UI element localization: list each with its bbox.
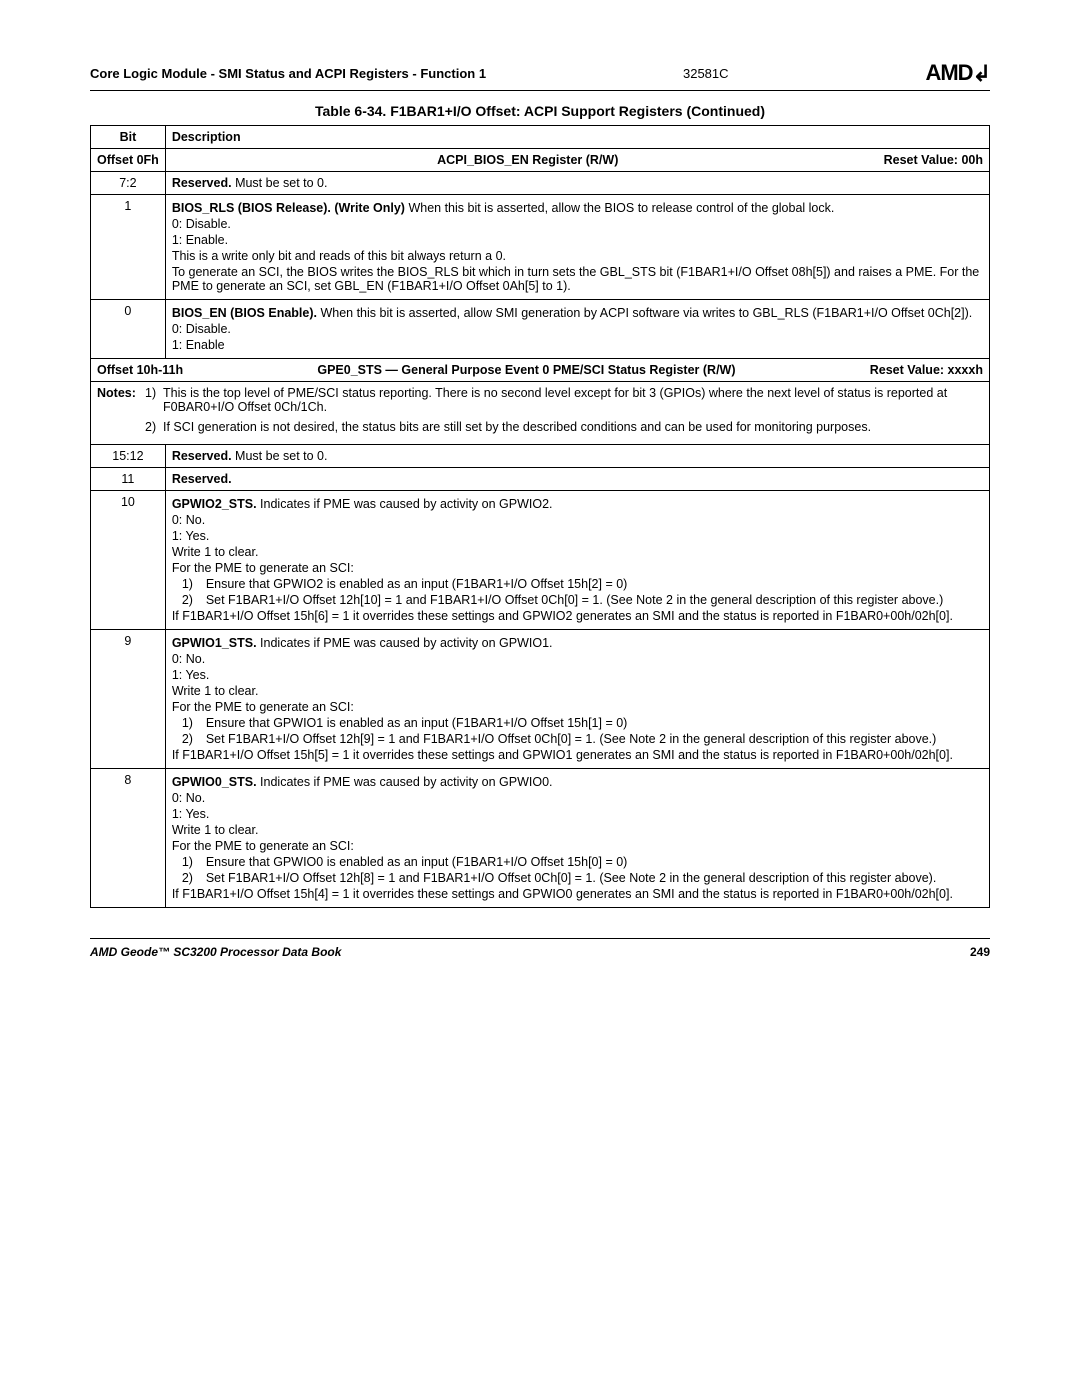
reg-name: ACPI_BIOS_EN Register (R/W) [437, 153, 618, 167]
table-row: 8 GPWIO0_STS. Indicates if PME was cause… [91, 769, 990, 908]
header-title: Core Logic Module - SMI Status and ACPI … [90, 66, 486, 81]
table-header-row: Bit Description [91, 126, 990, 149]
offset-label: Offset 10h-11h [97, 363, 183, 377]
table-row: 10 GPWIO2_STS. Indicates if PME was caus… [91, 491, 990, 630]
footer-title: AMD Geode™ SC3200 Processor Data Book [90, 945, 341, 959]
reg-name: GPE0_STS — General Purpose Event 0 PME/S… [317, 363, 735, 377]
page-number: 249 [970, 945, 990, 959]
table-caption: Table 6-34. F1BAR1+I/O Offset: ACPI Supp… [90, 103, 990, 119]
offset-10h-row: Offset 10h-11h GPE0_STS — General Purpos… [91, 359, 990, 382]
col-desc: Description [165, 126, 989, 149]
notes-row: Notes: 1)This is the top level of PME/SC… [91, 382, 990, 445]
register-table: Bit Description Offset 0Fh ACPI_BIOS_EN … [90, 125, 990, 908]
table-row: 7:2 Reserved. Must be set to 0. [91, 172, 990, 195]
col-bit: Bit [91, 126, 166, 149]
offset-0fh-row: Offset 0Fh ACPI_BIOS_EN Register (R/W) R… [91, 149, 990, 172]
table-row: 11 Reserved. [91, 468, 990, 491]
table-row: 15:12 Reserved. Must be set to 0. [91, 445, 990, 468]
header-doc-code: 32581C [683, 66, 729, 81]
page-header: Core Logic Module - SMI Status and ACPI … [90, 60, 990, 91]
table-row: 0 BIOS_EN (BIOS Enable). When this bit i… [91, 300, 990, 359]
amd-logo: AMD↲ [925, 60, 990, 86]
table-row: 9 GPWIO1_STS. Indicates if PME was cause… [91, 630, 990, 769]
table-row: 1 BIOS_RLS (BIOS Release). (Write Only) … [91, 195, 990, 300]
reset-value: Reset Value: 00h [884, 153, 983, 167]
reset-value: Reset Value: xxxxh [870, 363, 983, 377]
page-footer: AMD Geode™ SC3200 Processor Data Book 24… [90, 938, 990, 959]
offset-label: Offset 0Fh [91, 149, 166, 172]
